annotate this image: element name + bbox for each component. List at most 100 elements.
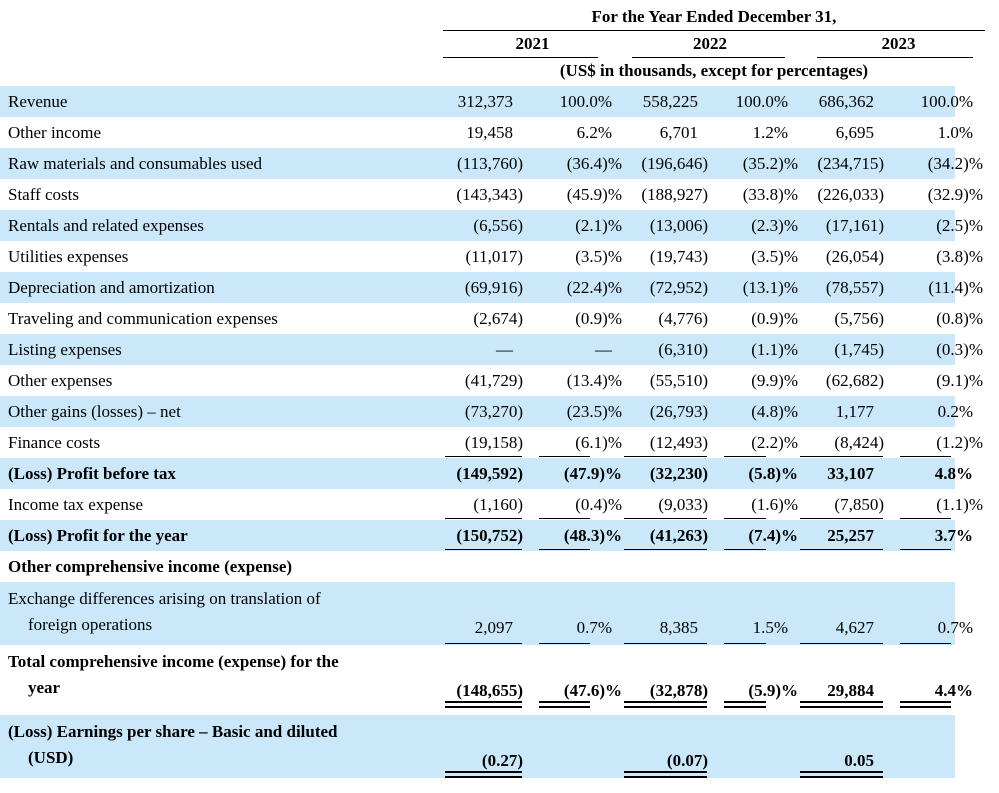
spacer-cell [983, 551, 999, 582]
value-cell: 6,701 [659, 123, 698, 142]
value-cell [523, 708, 622, 778]
value-cell: 1.5% [708, 582, 798, 645]
value-cell: (234,715) [817, 154, 884, 173]
table-body: Revenue 312,373 100.0% 558,225 100.0% 686,362… [0, 86, 999, 778]
value-cell: (5,756) [834, 309, 884, 328]
value-cell: (0.4)% [523, 489, 622, 520]
value-cell: (41,263) [622, 520, 708, 551]
year-group-2023: 2023 [798, 31, 999, 58]
period-title: For the Year Ended December 31, [591, 7, 837, 26]
row-label: Income tax expense [8, 495, 143, 514]
spacer-cell [983, 210, 999, 241]
value-cell: (6,310) [658, 340, 708, 359]
value-cell: 4,627 [798, 582, 884, 645]
value-cell: (19,158) [443, 427, 523, 458]
row-label: Traveling and communication expenses [8, 309, 278, 328]
value-cell: (0.8)% [936, 309, 983, 328]
table-row: Staff costs (143,343) (45.9)% (188,927) (33.… [0, 179, 999, 210]
value-cell: (0.9)% [751, 309, 798, 328]
table-row: Exchange differences arising on translat… [0, 582, 999, 645]
header-underline [443, 30, 985, 31]
value-cell [884, 551, 983, 582]
value-cell: 29,884 [798, 645, 884, 708]
value-cell: (2.1)% [575, 216, 622, 235]
table-header: For the Year Ended December 31, 2021 202… [443, 0, 999, 86]
table-row: (Loss) Profit for the year (150,752) (48.3… [0, 520, 999, 551]
table-row: Utilities expenses (11,017) (3.5)% (19,743)… [0, 241, 999, 272]
value-cell: (143,343) [456, 185, 523, 204]
table-row: Depreciation and amortization (69,916) (22… [0, 272, 999, 303]
spacer-cell [983, 427, 999, 458]
value-cell: (73,270) [464, 402, 523, 421]
value-cell: 8,385 [622, 582, 708, 645]
value-cell [523, 551, 622, 582]
value-cell [798, 551, 884, 582]
table-row: Other comprehensive income (expense) [0, 551, 999, 582]
value-cell: (6,556) [473, 216, 523, 235]
value-cell: (188,927) [641, 185, 708, 204]
value-cell: (35.2)% [742, 154, 798, 173]
row-label: Total comprehensive income (expense) for… [8, 652, 339, 697]
value-cell: (32.9)% [927, 185, 983, 204]
value-cell: 4.8% [934, 464, 973, 483]
table-row: Traveling and communication expenses (2,6… [0, 303, 999, 334]
value-cell: 4.4% [884, 645, 983, 708]
value-cell: (9,033) [622, 489, 708, 520]
value-cell: (196,646) [641, 154, 708, 173]
spacer-cell [983, 489, 999, 520]
table-row: Total comprehensive income (expense) for… [0, 645, 999, 708]
table-row: Other expenses (41,729) (13.4)% (55,510) (9.… [0, 365, 999, 396]
value-cell: (3.5)% [575, 247, 622, 266]
value-cell: (69,916) [464, 278, 523, 297]
value-cell: (1,745) [834, 340, 884, 359]
value-cell [884, 708, 983, 778]
table-row: Other gains (losses) – net (73,270) (23.5)… [0, 396, 999, 427]
spacer-cell [983, 458, 999, 489]
value-cell: 0.05 [798, 708, 884, 778]
year-label: 2023 [881, 34, 916, 53]
value-cell: (4.8)% [751, 402, 798, 421]
spacer-cell [983, 582, 999, 645]
row-label: (Loss) Profit before tax [8, 464, 176, 483]
value-cell: 6,695 [835, 123, 874, 142]
value-cell: (62,682) [825, 371, 884, 390]
value-cell: (8,424) [798, 427, 884, 458]
value-cell: (47.6)% [523, 645, 622, 708]
value-cell: (13.4)% [566, 371, 622, 390]
spacer-cell [983, 708, 999, 778]
table-row: Listing expenses — — (6,310) (1.1)% (1,745) (0… [0, 334, 999, 365]
value-cell: (11,017) [465, 247, 523, 266]
value-cell: (17,161) [825, 216, 884, 235]
value-cell: (11.4)% [928, 278, 983, 297]
row-label: Finance costs [8, 433, 101, 452]
value-cell: (23.5)% [566, 402, 622, 421]
value-cell: (0.27) [443, 708, 523, 778]
row-label: Listing expenses [8, 340, 122, 359]
value-cell: (3.5)% [751, 247, 798, 266]
row-label: Rentals and related expenses [8, 216, 204, 235]
spacer-cell [983, 365, 999, 396]
spacer-cell [983, 86, 999, 117]
year-underline [817, 57, 973, 58]
row-label: Staff costs [8, 185, 79, 204]
value-cell: — [595, 340, 612, 359]
value-cell: (12,493) [622, 427, 708, 458]
table-row: Rentals and related expenses (6,556) (2.1)… [0, 210, 999, 241]
value-cell: (32,230) [649, 464, 708, 483]
spacer-cell [983, 179, 999, 210]
spacer-cell [983, 117, 999, 148]
value-cell: 100.0% [735, 92, 788, 111]
value-cell: (4,776) [658, 309, 708, 328]
value-cell: (36.4)% [566, 154, 622, 173]
value-cell: (2.3)% [751, 216, 798, 235]
value-cell: (26,793) [649, 402, 708, 421]
value-cell: 312,373 [457, 92, 513, 111]
value-cell: (1.6)% [708, 489, 798, 520]
year-underline [443, 57, 598, 58]
value-cell: (26,054) [825, 247, 884, 266]
value-cell: (7.4)% [708, 520, 798, 551]
value-cell: (13,006) [649, 216, 708, 235]
value-cell: (1.1)% [751, 340, 798, 359]
value-cell: (113,760) [457, 154, 523, 173]
